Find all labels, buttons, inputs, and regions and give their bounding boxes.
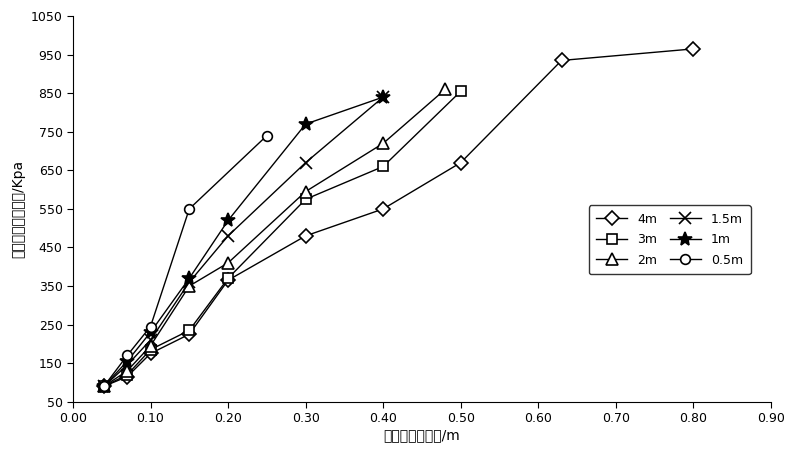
4m <box>185 332 194 337</box>
4m <box>146 351 155 356</box>
Line: 1.5m: 1.5m <box>99 92 388 392</box>
4m <box>100 384 109 389</box>
2m <box>378 140 388 146</box>
Line: 3m: 3m <box>100 87 466 391</box>
3m <box>185 328 194 333</box>
1.5m <box>378 94 388 100</box>
2m <box>301 189 310 194</box>
1m <box>185 275 194 281</box>
3m <box>224 275 233 281</box>
Line: 0.5m: 0.5m <box>100 131 271 391</box>
2m <box>146 343 155 348</box>
1.5m <box>224 233 233 239</box>
3m <box>378 164 388 169</box>
1m <box>123 358 132 364</box>
0.5m <box>146 324 155 329</box>
2m <box>123 368 132 374</box>
0.5m <box>100 384 109 389</box>
Legend: 4m, 3m, 2m, 1.5m, 1m, 0.5m: 4m, 3m, 2m, 1.5m, 1m, 0.5m <box>588 205 751 274</box>
Y-axis label: 轻质土底部拉应力/Kpa: 轻质土底部拉应力/Kpa <box>11 160 25 258</box>
1m <box>301 121 310 127</box>
1.5m <box>185 280 194 285</box>
1m <box>224 218 233 223</box>
Line: 2m: 2m <box>99 84 451 392</box>
1.5m <box>146 337 155 343</box>
0.5m <box>123 353 132 358</box>
3m <box>301 197 310 202</box>
2m <box>440 87 450 92</box>
4m <box>689 46 698 52</box>
4m <box>456 160 466 165</box>
4m <box>378 206 388 212</box>
0.5m <box>185 206 194 212</box>
2m <box>100 384 109 389</box>
3m <box>146 347 155 352</box>
3m <box>123 372 132 377</box>
1.5m <box>301 160 310 165</box>
Line: 4m: 4m <box>100 44 698 391</box>
4m <box>556 58 566 63</box>
1m <box>146 330 155 335</box>
3m <box>100 384 109 389</box>
1m <box>100 384 109 389</box>
2m <box>224 260 233 265</box>
0.5m <box>262 133 271 138</box>
2m <box>185 283 194 289</box>
3m <box>456 89 466 94</box>
4m <box>123 374 132 379</box>
X-axis label: 地基不均匀沉降/m: 地基不均匀沉降/m <box>384 428 460 442</box>
1.5m <box>123 362 132 368</box>
4m <box>301 233 310 239</box>
Line: 1m: 1m <box>97 90 390 393</box>
1.5m <box>100 384 109 389</box>
4m <box>224 278 233 283</box>
1m <box>378 94 388 100</box>
